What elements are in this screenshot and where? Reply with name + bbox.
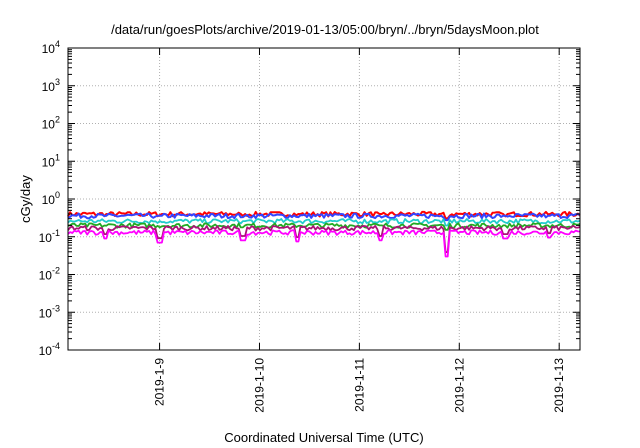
series-group	[67, 210, 581, 258]
y-axis: 10-4 10-3 10-2 10-1 100 101 102 103 104	[39, 39, 580, 358]
y-tick-label: 10-2	[39, 266, 60, 283]
y-tick-label: 101	[42, 152, 60, 169]
chart-title: /data/run/goesPlots/archive/2019-01-13/0…	[111, 22, 539, 37]
grid	[68, 48, 580, 350]
x-tick-label: 2019-1-9	[153, 358, 167, 406]
series-line	[67, 212, 581, 222]
y-tick-label: 10-4	[39, 341, 60, 358]
x-tick-label: 2019-1-10	[252, 358, 266, 413]
x-tick-label: 2019-1-11	[352, 358, 366, 412]
y-axis-label: cGy/day	[18, 175, 33, 223]
series-line	[67, 210, 581, 220]
series-line	[67, 218, 581, 227]
series-line	[67, 229, 581, 258]
y-tick-label: 103	[42, 77, 60, 94]
y-tick-label: 10-1	[39, 228, 60, 245]
series-line	[67, 224, 581, 254]
x-axis-label: Coordinated Universal Time (UTC)	[224, 430, 423, 445]
y-tick-label: 100	[42, 190, 60, 207]
x-tick-label: 2019-1-12	[452, 358, 466, 413]
y-tick-label: 102	[42, 115, 60, 132]
y-tick-label: 104	[42, 39, 60, 56]
y-tick-label: 10-3	[39, 303, 60, 320]
x-tick-label: 2019-1-13	[552, 358, 566, 413]
x-axis: 2019-1-9 2019-1-10 2019-1-11 2019-1-12 2019-…	[153, 48, 566, 413]
